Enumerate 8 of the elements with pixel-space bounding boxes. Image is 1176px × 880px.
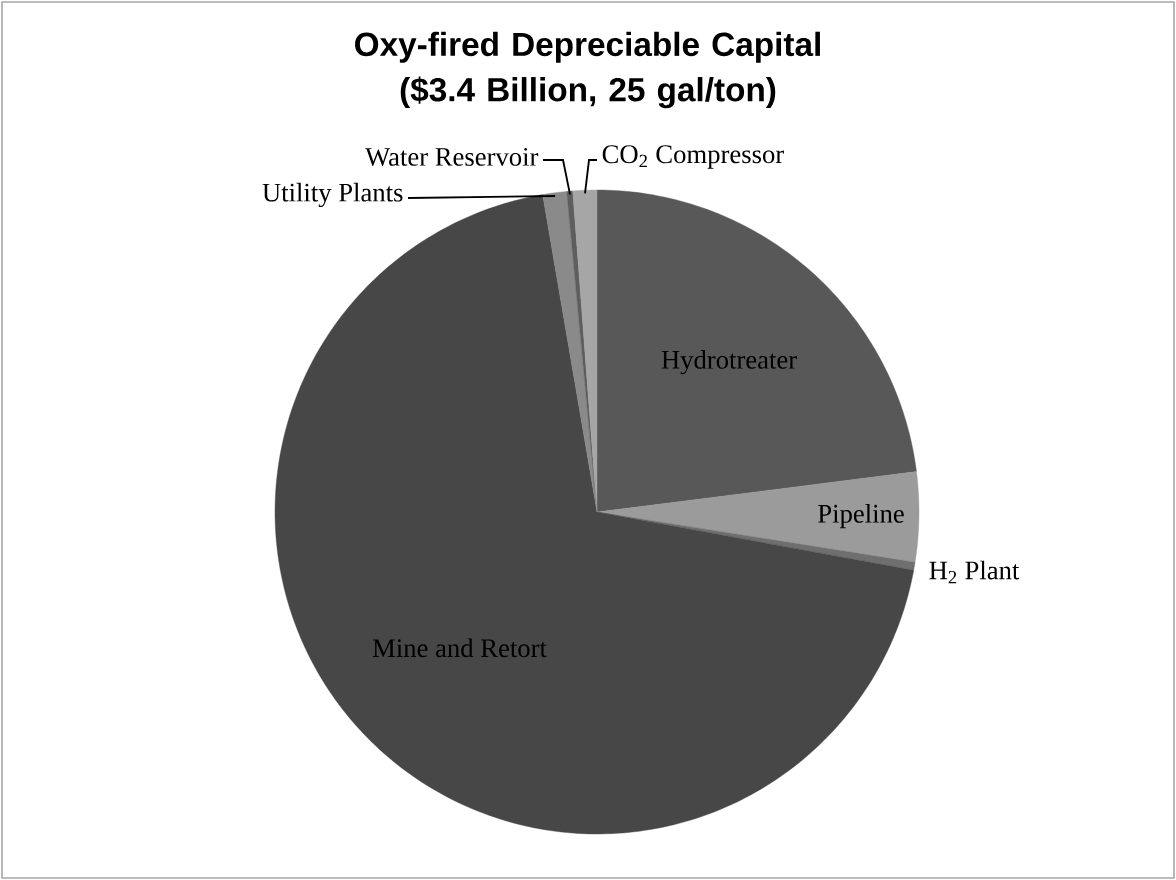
slice-label: Utility Plants	[262, 182, 403, 208]
slice-label: Pipeline	[818, 503, 904, 529]
slice-label: H$_{2}$ Plant	[929, 560, 1020, 584]
slice-label: Mine and Retort	[372, 638, 547, 658]
slice-label: CO$_{2}$ Compressor	[602, 145, 784, 169]
slice-label: Water Reservoir	[365, 147, 539, 167]
slice-label: Hydrotreater	[661, 350, 797, 375]
chart-title: Oxy-fired Depreciable Capital ($3.4 Billion, 25 gal/ton)	[355, 31, 820, 109]
